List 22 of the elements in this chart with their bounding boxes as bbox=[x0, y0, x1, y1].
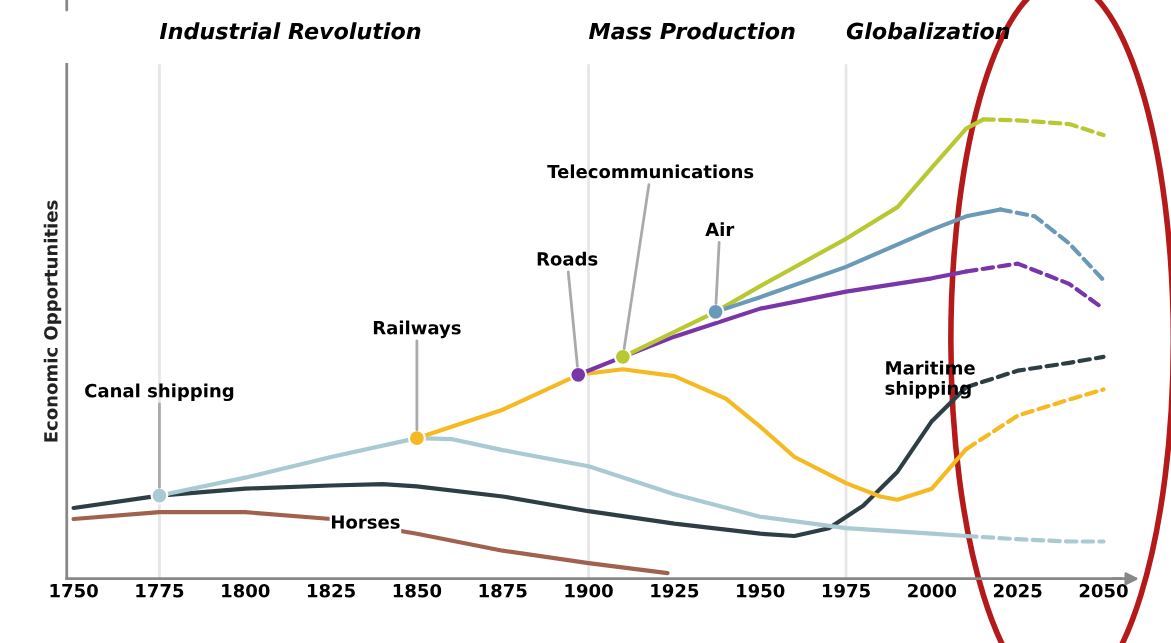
x-tick-label: 2025 bbox=[993, 583, 1042, 598]
annotation: Air bbox=[705, 222, 735, 236]
ref-line-label: Mass Production bbox=[589, 22, 795, 40]
x-tick-label: 2000 bbox=[908, 583, 957, 598]
x-tick-label: 1925 bbox=[651, 583, 699, 598]
annotation: Canal shipping bbox=[85, 383, 234, 402]
x-tick-label: 2050 bbox=[1079, 583, 1128, 598]
x-tick-label: 1875 bbox=[479, 583, 527, 598]
annotation: Railways bbox=[373, 320, 461, 339]
x-tick-label: 1825 bbox=[307, 583, 355, 598]
x-tick-label: 1850 bbox=[393, 583, 442, 598]
y-axis-title: Economic Opportunities bbox=[43, 200, 62, 442]
ref-line-label: Industrial Revolution bbox=[159, 22, 421, 40]
annotation: Telecommunications bbox=[547, 164, 754, 179]
x-tick-label: 1900 bbox=[565, 583, 613, 598]
x-tick-label: 1750 bbox=[50, 583, 98, 598]
annotation: Roads bbox=[537, 251, 598, 266]
x-tick-label: 1775 bbox=[136, 584, 184, 598]
annotation: Horses bbox=[331, 515, 400, 529]
x-tick-label: 1800 bbox=[222, 583, 270, 598]
x-tick-label: 1950 bbox=[737, 583, 785, 598]
x-tick-label: 1975 bbox=[822, 583, 870, 598]
